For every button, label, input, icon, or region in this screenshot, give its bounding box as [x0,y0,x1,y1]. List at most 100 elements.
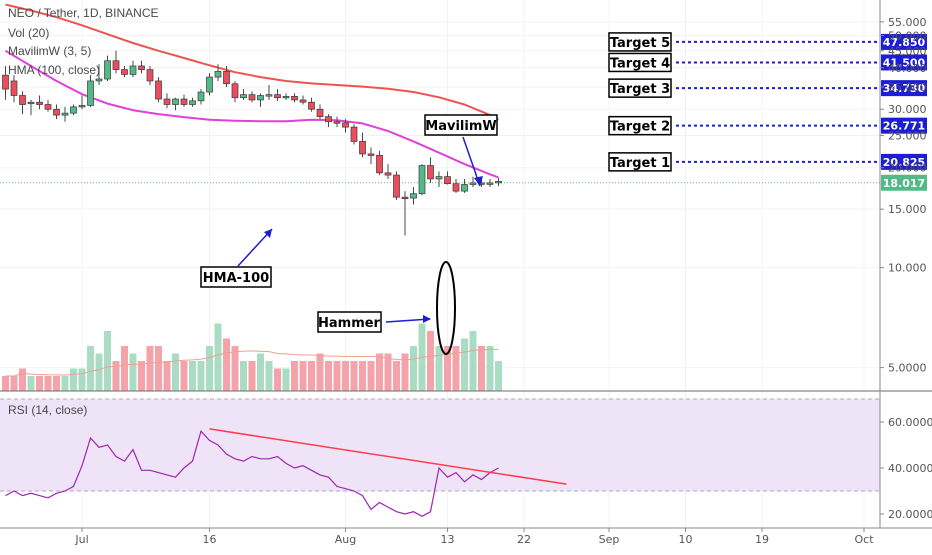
candle-body [350,126,358,142]
candle-body [410,193,417,199]
indicator-vol[interactable]: Vol (20) [8,26,50,40]
candle-body [342,122,349,128]
volume-bar [367,361,375,391]
volume-bar [240,361,247,391]
time-tick-label: 16 [203,533,217,546]
rsi-pane [5,428,567,517]
volume-bar [121,346,128,391]
volume-bar [350,361,358,391]
hma-label-box [200,266,272,288]
target-price-tag [881,153,927,170]
candle-body [112,60,120,70]
rsi-band [0,399,880,491]
candle-body [444,176,451,185]
volume-bar [163,361,171,391]
candle-body [282,96,290,99]
price-tick-label: 55.000 [888,16,927,29]
target-price-tag [881,80,927,97]
target-label: Target 4 [610,56,670,71]
volume-bar [333,361,341,391]
time-tick-label: 13 [441,533,455,546]
candle-body [214,71,222,78]
candle-body [333,121,341,124]
candle-body [138,65,145,70]
target-label: Target 2 [610,120,670,135]
candle-body [2,74,9,90]
target-price-text: 20.825 [883,156,925,169]
volume-bar [265,361,273,391]
symbol-title: NEO / Tether, 1D, BINANCE [8,6,159,20]
candle-body [44,104,52,110]
target-label: Target 5 [610,36,670,51]
target-label-box [608,52,672,73]
rsi-line [5,430,499,517]
volume-bar [10,376,18,391]
volume-bar [146,346,154,391]
hma-arrowhead [264,229,272,238]
time-tick-label: Jul [74,533,88,546]
candle-body [495,180,502,184]
time-axis[interactable]: Jul 16 Aug 13 22 Sep 10 19 Oct [74,528,874,546]
target-price-text: 26.771 [883,120,925,133]
hammer-arrow [385,318,431,323]
last-price-tag [881,174,927,191]
candle-body [121,69,128,75]
candle-body [325,116,332,123]
volume-bar [248,361,256,391]
candle-body [231,83,239,99]
indicator-hma[interactable]: HMA (100, close) [8,63,101,77]
volume-bar [316,353,324,391]
target-price-tag [881,117,927,134]
indicator-rsi[interactable]: RSI (14, close) [8,403,88,417]
volume-bar [401,353,409,391]
price-axis[interactable]: 5.0000 10.000 15.000 20.000 25.000 30.000 35.0… [880,16,927,375]
volume-bar [376,353,383,391]
annotations: HMA-100 MavilimW Hammer [200,114,498,355]
volume-bar [104,331,111,391]
indicator-mavilimw[interactable]: MavilimW (3, 5) [8,44,92,58]
volume-bar [78,368,86,391]
candle-body [189,100,196,105]
candle-body [87,80,94,106]
time-tick-label: 22 [517,533,531,546]
volume-bar [206,346,213,391]
candle-body [486,182,494,185]
target-label-box [608,32,672,52]
target-price-text: 41.500 [883,56,926,69]
candle-body [248,94,256,101]
price-tick-label: 10.000 [888,262,927,275]
candle-body [197,91,205,102]
rsi-tick-label: 20.0000 [888,508,932,521]
price-tick-label: 50.000 [888,30,927,43]
candle-body [70,106,77,114]
time-tick-label: Sep [599,533,620,546]
target-price-tag [881,33,927,50]
mavilim-label: MavilimW [425,119,496,134]
volume-bar [223,338,230,391]
target-label-box [608,78,672,98]
time-tick-label: 10 [679,533,693,546]
candle-body [316,108,324,117]
candle-body [240,94,247,99]
target-label-box [608,115,672,136]
candle-body [265,94,273,97]
candle-body [308,101,315,110]
candle-body [427,165,434,180]
volume-bar [486,346,494,391]
volume-bar [393,361,400,391]
candle-body [129,65,137,75]
time-tick-label: Oct [854,533,874,546]
volume-bar [325,361,332,391]
volume-bar [2,376,9,391]
volume-bar [257,353,264,391]
volume-bar [19,368,26,391]
candle-body [104,60,111,80]
volume-bar [172,353,179,391]
candle-body [435,176,443,180]
hammer-arrowhead [423,315,431,323]
volume-bar [452,346,460,391]
volume-bar [180,361,188,391]
volume-bar [282,368,290,391]
